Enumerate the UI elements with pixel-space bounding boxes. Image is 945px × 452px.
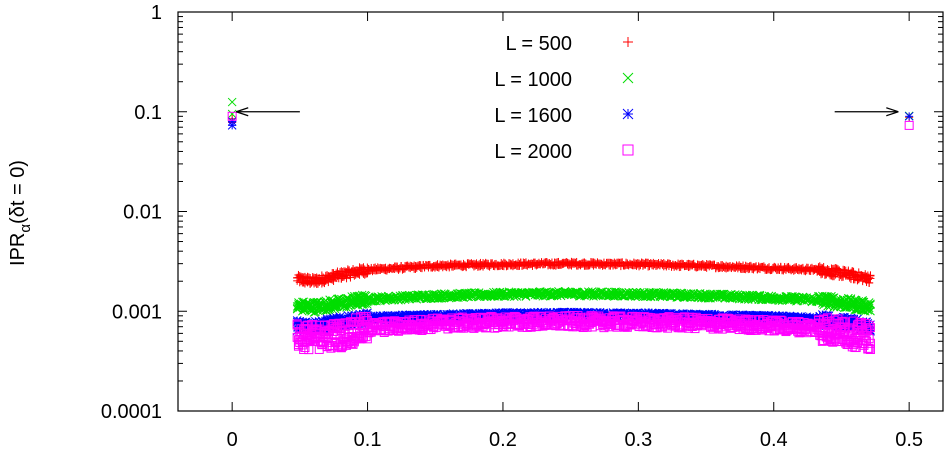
y-tick-label: 0.01 <box>123 202 162 224</box>
edge-point <box>904 120 914 130</box>
legend-marker <box>622 108 634 120</box>
legend-marker <box>623 37 633 47</box>
annotation-arrow <box>236 107 300 117</box>
annotation-arrow <box>834 107 899 117</box>
legend-label: L = 1000 <box>494 69 572 91</box>
x-tick-label: 0.4 <box>760 429 788 451</box>
series-point <box>865 278 874 287</box>
edge-point <box>904 111 914 121</box>
x-tick-label: 0 <box>227 429 238 451</box>
data-marks <box>227 97 914 355</box>
x-tick-label: 0.1 <box>354 429 382 451</box>
y-tick-label: 0.0001 <box>101 401 162 423</box>
x-tick-label: 0.2 <box>489 429 517 451</box>
edge-point <box>227 97 237 107</box>
series-1 <box>228 113 914 288</box>
series-point <box>598 287 608 297</box>
x-tick-label: 0.5 <box>895 429 923 451</box>
legend-label: L = 1600 <box>494 105 572 127</box>
y-tick-label: 0.001 <box>112 301 162 323</box>
legend-label: L = 2000 <box>494 141 572 163</box>
x-tick-label: 0.3 <box>624 429 652 451</box>
legend-item: L = 1600 <box>494 105 634 127</box>
series-point <box>866 271 875 280</box>
legend-item: L = 1000 <box>494 69 634 91</box>
legend: L = 500 L = 1000 L = 1600 L = 2000 <box>494 33 634 163</box>
legend-label: L = 500 <box>505 33 572 55</box>
series-point <box>433 294 442 303</box>
edge-point <box>227 117 237 126</box>
y-tick-label: 1 <box>151 2 162 24</box>
y-tick-label: 0.1 <box>134 102 162 124</box>
legend-item: L = 500 <box>505 33 633 55</box>
series-2 <box>227 97 914 317</box>
y-axis-label: IPRα(δt = 0) <box>7 160 34 266</box>
legend-marker <box>622 72 634 84</box>
legend-marker <box>622 144 634 156</box>
legend-item: L = 2000 <box>494 141 634 163</box>
